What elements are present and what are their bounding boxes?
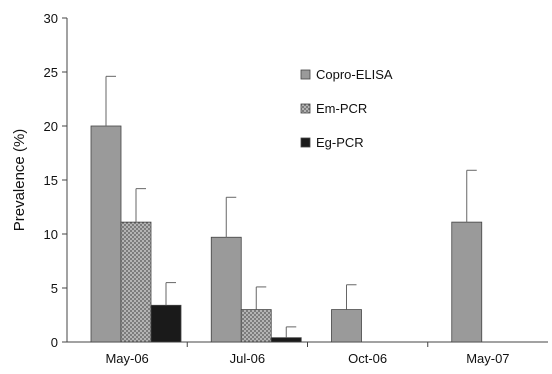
legend-label: Eg-PCR: [316, 135, 364, 150]
y-tick-label: 5: [51, 281, 58, 296]
plot-area: 0 5 10 15 20 25 30 May-06 Jul-06 Oct-06 May-07 Copr…: [44, 11, 548, 366]
y-tick-label: 15: [44, 173, 58, 188]
bar-copro-elisa: [331, 309, 362, 343]
legend-swatch: [300, 103, 311, 114]
bar-em-pcr: [120, 221, 152, 343]
bar-copro-elisa: [90, 125, 122, 343]
legend-label: Copro-ELISA: [316, 67, 393, 82]
bar-em-pcr: [240, 309, 272, 343]
legend-swatch: [300, 137, 311, 148]
y-tick-label: 30: [44, 11, 58, 26]
x-tick-label: May-06: [105, 351, 148, 366]
y-axis-label: Prevalence (%): [11, 129, 28, 232]
y-tick-label: 25: [44, 65, 58, 80]
bar-copro-elisa: [210, 236, 242, 343]
y-tick-label: 0: [51, 335, 58, 350]
x-tick-label: Oct-06: [348, 351, 387, 366]
legend-label: Em-PCR: [316, 101, 367, 116]
y-tick-label: 20: [44, 119, 58, 134]
bar-eg-pcr: [270, 337, 302, 343]
x-tick-label: May-07: [466, 351, 509, 366]
bar-copro-elisa: [451, 221, 483, 343]
x-tick-label: Jul-06: [230, 351, 265, 366]
y-tick-label: 10: [44, 227, 58, 242]
legend-swatch: [300, 69, 311, 80]
bar-eg-pcr: [150, 304, 182, 343]
